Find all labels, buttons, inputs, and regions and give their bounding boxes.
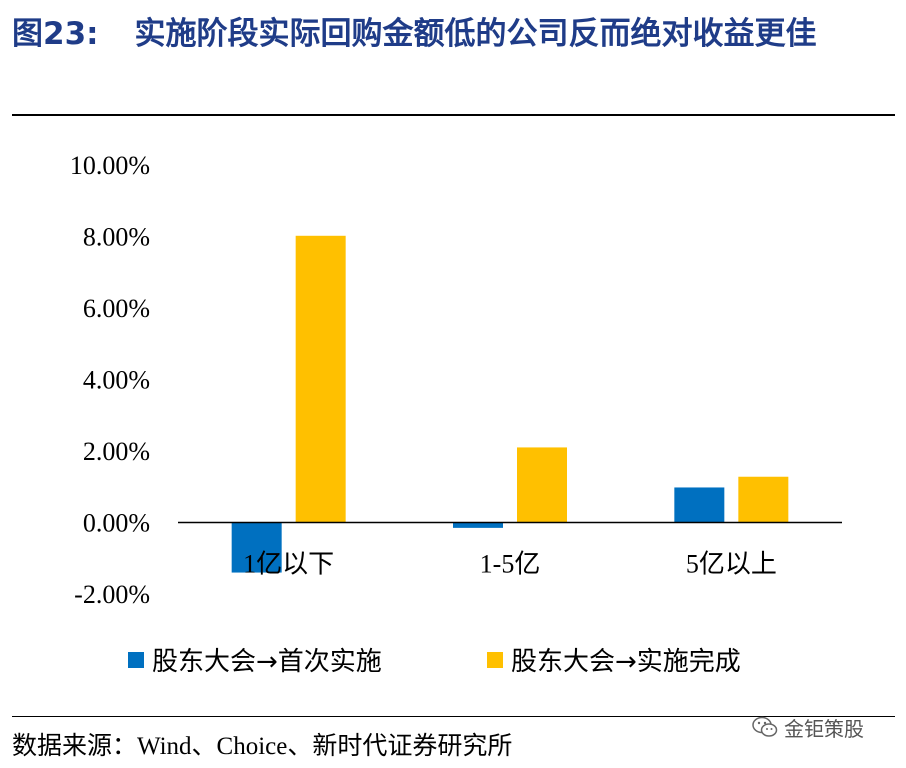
x-tick-label: 1亿以下 xyxy=(243,550,334,579)
bar-chart: 10.00% 8.00% 6.00% 4.00% 2.00% 0.00% -2.00% 1亿… xyxy=(70,151,842,677)
figure-title: 图23: 实施阶段实际回购金额低的公司反而绝对收益更佳 xyxy=(12,8,892,60)
bar-1-3 xyxy=(674,487,725,523)
brand-name: 金钜策股 xyxy=(784,716,864,741)
y-tick-label: 2.00% xyxy=(83,437,150,466)
bar-2-1 xyxy=(295,235,346,523)
figure-number: 图23: xyxy=(12,16,99,52)
y-tick-label: 0.00% xyxy=(83,509,150,538)
figure-title-text: 实施阶段实际回购金额低的公司反而绝对收益更佳 xyxy=(134,16,817,52)
legend-swatch-1 xyxy=(128,652,144,668)
y-tick-label: 4.00% xyxy=(83,366,150,395)
bar-2-2 xyxy=(517,447,567,523)
wechat-icon xyxy=(752,716,778,737)
legend: 股东大会→首次实施 股东大会→实施完成 xyxy=(128,647,741,677)
y-tick-label: -2.00% xyxy=(74,580,150,609)
bottom-rule xyxy=(12,716,895,717)
legend-label-2: 股东大会→实施完成 xyxy=(511,647,741,677)
brand-watermark: 金钜策股 xyxy=(752,712,864,742)
legend-label-1: 股东大会→首次实施 xyxy=(152,647,382,677)
legend-swatch-2 xyxy=(487,652,503,668)
top-rule xyxy=(12,114,895,116)
y-tick-label: 8.00% xyxy=(83,223,150,252)
y-axis-labels: 10.00% 8.00% 6.00% 4.00% 2.00% 0.00% -2.00% xyxy=(70,151,150,609)
source-note: 数据来源：Wind、Choice、新时代证券研究所 xyxy=(12,733,513,760)
bars xyxy=(231,235,789,573)
x-axis-labels: 1亿以下 1-5亿 5亿以上 xyxy=(243,550,777,579)
y-tick-label: 10.00% xyxy=(70,151,150,180)
bar-1-2 xyxy=(453,522,503,528)
x-tick-label: 1-5亿 xyxy=(480,550,541,579)
bar-2-3 xyxy=(738,476,789,523)
x-tick-label: 5亿以上 xyxy=(686,550,777,579)
y-tick-label: 6.00% xyxy=(83,294,150,323)
bar-1-1 xyxy=(231,522,282,573)
